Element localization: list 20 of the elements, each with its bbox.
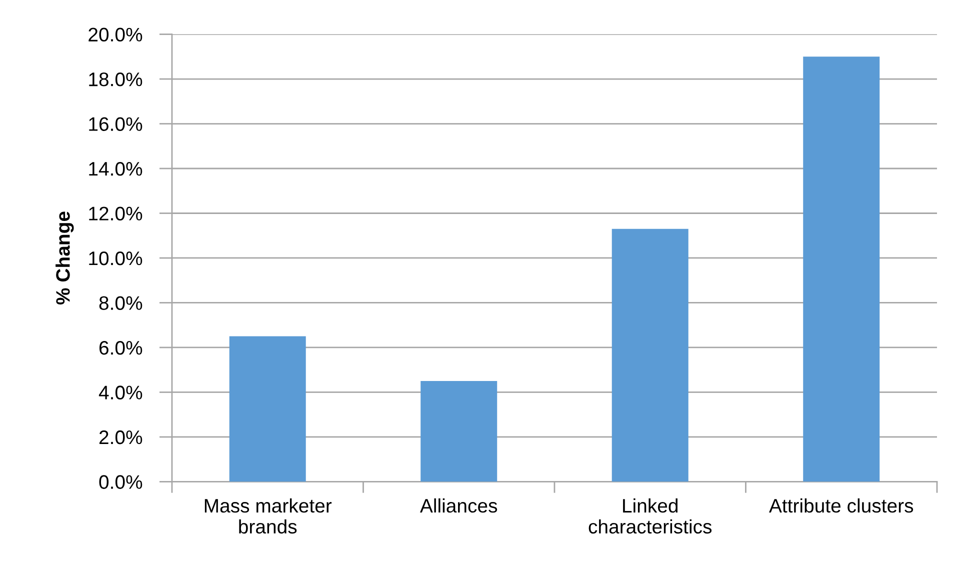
bar xyxy=(229,336,306,482)
x-tick-label: Attribute clusters xyxy=(769,498,914,513)
y-axis-title: % Change xyxy=(56,212,74,304)
y-tick-label: 14.0% xyxy=(89,162,142,176)
y-tick-label: 16.0% xyxy=(89,117,142,131)
y-tick-label: 6.0% xyxy=(99,340,142,355)
bar xyxy=(420,381,498,482)
y-tick-label: 2.0% xyxy=(99,430,142,444)
bar xyxy=(803,56,880,482)
bar xyxy=(612,228,688,482)
y-tick-label: 10.0% xyxy=(89,251,142,266)
y-tick-label: 18.0% xyxy=(89,72,142,86)
y-tick-label: 12.0% xyxy=(89,206,142,220)
x-tick-label: Mass marketer brands xyxy=(204,498,332,534)
y-tick-label: 4.0% xyxy=(98,386,142,400)
x-tick-label: Linked characteristics xyxy=(588,498,712,534)
y-tick-label: 0.0% xyxy=(99,475,142,489)
y-tick-label: 20.0% xyxy=(88,28,142,42)
x-tick-label: Alliances xyxy=(420,498,498,513)
y-tick-label: 8.0% xyxy=(99,296,142,310)
